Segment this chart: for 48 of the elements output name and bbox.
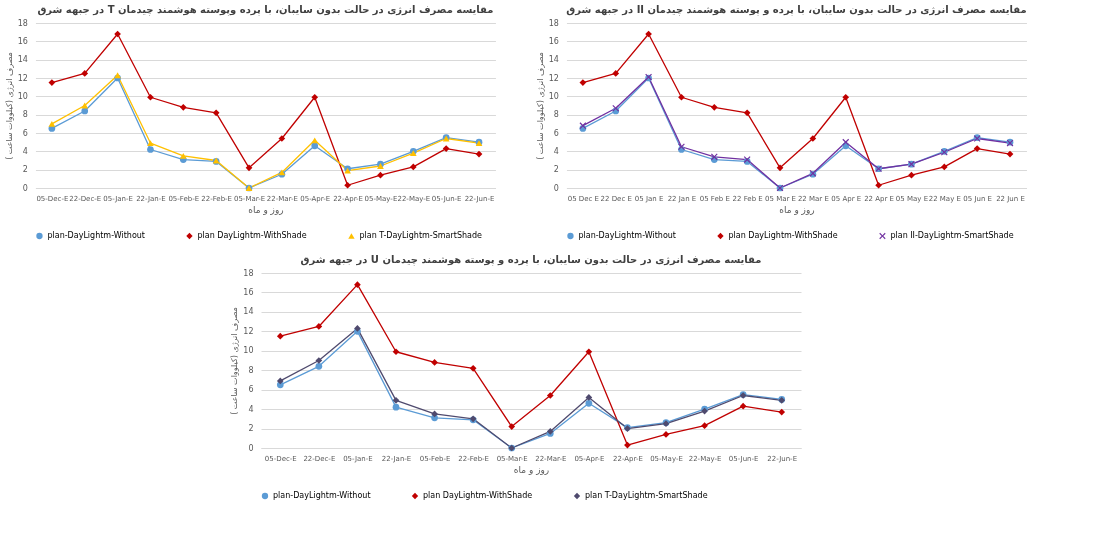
y-tick-label: 10 [548,91,559,101]
y-tick-label: 14 [17,55,28,65]
y-tick-label: 18 [548,18,559,28]
y-tick-label: 12 [17,73,28,83]
legend-label: plan DayLightm-WithShade [728,231,838,240]
y-tick-label: 2 [553,165,559,175]
y-tick-label: 16 [243,287,254,297]
x-axis-title: روز و ماه [248,204,284,215]
y-tick-label: 18 [17,18,28,28]
y-tick-label: 10 [243,346,254,356]
y-tick-label: 2 [22,165,28,175]
y-tick-label: 0 [22,183,28,193]
y-tick-label: 8 [553,110,559,120]
y-tick-label: 12 [243,326,254,336]
y-tick-label: 16 [548,36,559,46]
y-tick-label: 12 [548,73,559,83]
chart-title: مقایسه مصرف انرژی در حالت بدون سایبان، با پرده و پوسته هوشمند چیدمان U در جبهه شرق [300,254,762,266]
y-tick-label: 4 [553,146,559,156]
y-axis-title: مصرف انرژی (کیلووات ساعت ) [4,52,14,160]
y-tick-label: 8 [22,110,28,120]
chart-title: مقایسه مصرف انرژی در حالت بدون سایبان، با پرده وپوسته هوشمند چیدمان T در جبهه شرق [37,4,494,16]
legend-label: plan DayLightm-WithShade [423,491,533,500]
y-tick-label: 0 [248,443,254,453]
y-tick-label: 16 [17,36,28,46]
y-tick-label: 6 [22,128,28,138]
legend-label: plan II-DayLightm-SmartShade [890,231,1014,240]
y-tick-label: 8 [248,365,254,375]
legend-label: plan-DayLightm-Without [47,231,145,240]
legend-label: plan DayLightm-WithShade [197,231,307,240]
legend-label: plan T-DayLightm-SmartShade [585,491,708,500]
y-tick-label: 10 [17,91,28,101]
y-tick-label: 4 [22,146,28,156]
chart-title: مقایسه مصرف انرژی در حالت بدون سایبان، با پرده و پوسته هوشمند چیدمان II در جبهه شرق [566,4,1027,16]
x-axis-title: روز و ماه [779,204,815,215]
y-axis-title: مصرف انرژی (کیلووات ساعت ) [535,52,545,160]
y-tick-label: 0 [553,183,559,193]
y-tick-label: 18 [243,268,254,278]
y-axis-title: مصرف انرژی (کیلووات ساعت ) [230,307,240,415]
legend-label: plan T-DayLightm-SmartShade [359,231,483,240]
y-tick-label: 4 [248,404,254,414]
x-axis-title: روز و ماه [513,464,550,475]
y-tick-label: 6 [553,128,559,138]
legend-label: plan-DayLightm-Without [273,491,371,500]
y-tick-label: 6 [248,385,254,395]
y-tick-label: 14 [548,55,559,65]
y-tick-label: 2 [248,424,254,434]
y-tick-label: 14 [243,307,254,317]
legend-label: plan-DayLightm-Without [578,231,676,240]
